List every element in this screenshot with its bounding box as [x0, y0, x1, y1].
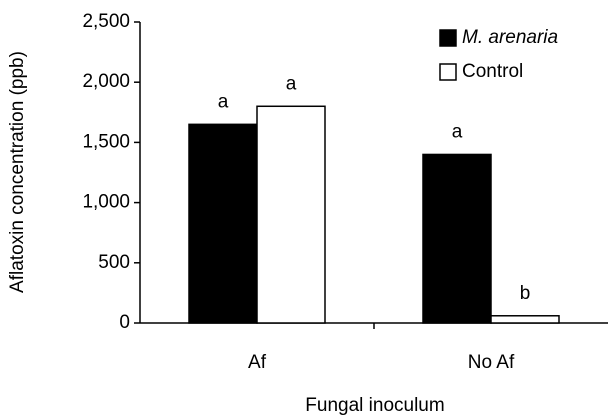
- legend-swatch: [439, 63, 457, 81]
- legend-swatch: [439, 29, 457, 47]
- significance-letter: a: [452, 121, 463, 142]
- y-axis-title: Aflatoxin concentration (ppb): [7, 51, 28, 293]
- bar: [188, 123, 258, 324]
- significance-letter: a: [286, 73, 297, 94]
- y-tick-label: 500: [98, 252, 130, 273]
- legend-label: Control: [462, 61, 523, 82]
- legend-label: M. arenaria: [462, 27, 558, 48]
- x-tick-label: Af: [248, 352, 267, 373]
- y-tick-label: 2,500: [82, 11, 130, 32]
- significance-letter: a: [218, 91, 229, 112]
- bar: [490, 315, 560, 324]
- y-tick-label: 2,000: [82, 71, 130, 92]
- bar: [256, 105, 326, 324]
- significance-letter: b: [520, 283, 531, 304]
- x-axis-title: Fungal inoculum: [305, 395, 444, 416]
- y-tick-label: 1,000: [82, 192, 130, 213]
- y-tick-label: 0: [119, 312, 130, 333]
- x-tick-label: No Af: [468, 352, 515, 373]
- bar: [422, 153, 492, 324]
- y-tick-label: 1,500: [82, 131, 130, 152]
